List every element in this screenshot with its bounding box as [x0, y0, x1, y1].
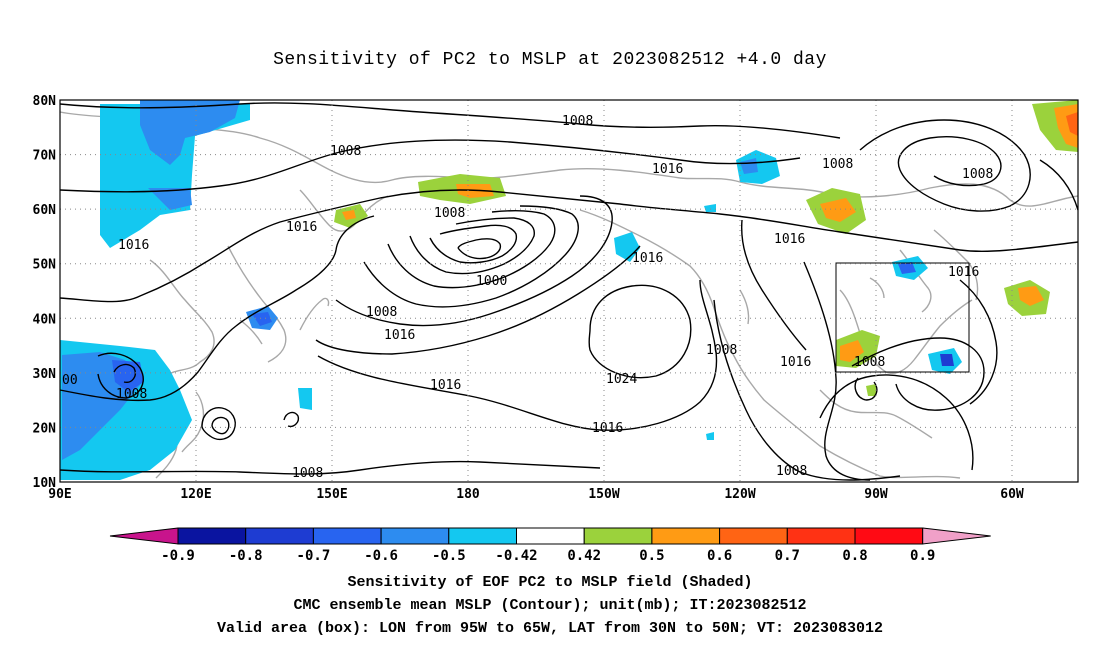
contour-label: 1016 — [632, 251, 663, 266]
contour-labels: 1008 1008 1016 1008 1016 1016 1016 1008 … — [62, 114, 993, 481]
colorbar-label: 0.6 — [707, 548, 732, 564]
shading-positive-region — [866, 384, 876, 396]
colorbar-label: 0.7 — [775, 548, 800, 564]
colorbar-label: 0.8 — [842, 548, 867, 564]
contour-label: 1016 — [118, 238, 149, 253]
contour-label: 1000 — [476, 274, 507, 289]
colorbar-label: -0.5 — [432, 548, 466, 564]
y-axis-labels: 80N 70N 60N 50N 40N 30N 20N 10N — [33, 94, 57, 491]
colorbar-label: 0.9 — [910, 548, 935, 564]
sensitivity-map: 1008 1008 1016 1008 1016 1016 1016 1008 … — [33, 94, 1079, 564]
x-tick-label: 90W — [864, 487, 888, 502]
colorbar-swatch — [448, 527, 517, 545]
shading-positive-region — [840, 340, 864, 362]
y-tick-label: 20N — [33, 421, 57, 436]
colorbar-swatch — [516, 527, 585, 545]
contour-label: 1008 — [854, 355, 885, 370]
shading-negative-region — [614, 232, 640, 262]
shading-positive-region — [456, 184, 494, 198]
mslp-contours — [59, 102, 1079, 481]
contour-label: 1008 — [562, 114, 593, 129]
contour-label: 1016 — [384, 328, 415, 343]
shading-positive-region — [820, 198, 856, 222]
contour-label: 1008 — [292, 466, 323, 481]
shading-negative-region — [736, 150, 780, 184]
colorbar-swatch — [245, 527, 314, 545]
colorbar-label: -0.42 — [495, 548, 537, 564]
x-tick-label: 150W — [588, 487, 619, 502]
gridlines — [60, 100, 1078, 482]
valid-area-box — [835, 262, 970, 373]
colorbar-swatch — [786, 527, 856, 545]
contour-label: 1016 — [774, 232, 805, 247]
colorbar-swatch — [854, 527, 924, 545]
contour-label: 1008 — [962, 167, 993, 182]
x-tick-label: 60W — [1000, 487, 1024, 502]
caption-contour: CMC ensemble mean MSLP (Contour); unit(m… — [293, 597, 807, 614]
contour-label: 00 — [62, 373, 78, 388]
colorbar-label: -0.9 — [161, 548, 195, 564]
caption-valid-area: Valid area (box): LON from 95W to 65W, L… — [216, 620, 884, 637]
colorbar-swatch — [312, 527, 382, 545]
x-tick-label: 120E — [180, 487, 211, 502]
colorbar-high-triangle — [922, 527, 991, 545]
contour-label: 1016 — [286, 220, 317, 235]
contour-label: 1016 — [430, 378, 461, 393]
contour-label: 1024 — [606, 372, 637, 387]
contour-label: 1008 — [434, 206, 465, 221]
x-tick-label: 120W — [724, 487, 755, 502]
y-tick-label: 10N — [33, 476, 57, 491]
contour-label: 1008 — [366, 305, 397, 320]
shading-negative-region — [148, 188, 192, 210]
map-frame — [59, 99, 1079, 483]
colorbar-swatch — [583, 527, 653, 545]
contour-label: 1008 — [330, 144, 361, 159]
y-tick-label: 30N — [33, 367, 57, 382]
shading-negative-region — [706, 432, 714, 440]
contour-label: 1008 — [776, 464, 807, 479]
shading-negative-region — [112, 360, 144, 392]
y-tick-label: 80N — [33, 94, 57, 109]
colorbar-swatch — [719, 527, 788, 545]
contour-label: 1016 — [948, 265, 979, 280]
colorbar-swatch — [177, 527, 247, 545]
caption-shading: Sensitivity of EOF PC2 to MSLP field (Sh… — [347, 574, 753, 591]
shading-negative-region — [100, 104, 250, 248]
colorbar-swatch — [380, 527, 450, 545]
shading-negative-region — [252, 312, 272, 326]
shading-negative-region — [140, 100, 240, 165]
contour-label: 1008 — [706, 343, 737, 358]
y-tick-label: 50N — [33, 258, 57, 273]
colorbar-label: -0.8 — [229, 548, 263, 564]
shading-negative-region — [704, 204, 716, 212]
contour-label: 1016 — [652, 162, 683, 177]
colorbar-low-triangle — [109, 527, 179, 545]
shading-positive-region — [1018, 286, 1044, 306]
y-tick-label: 60N — [33, 203, 57, 218]
shading-positive-region — [342, 210, 356, 220]
contour-label: 1016 — [592, 421, 623, 436]
x-tick-label: 150E — [316, 487, 347, 502]
contour-label: 1016 — [780, 355, 811, 370]
x-tick-label: 180 — [456, 487, 480, 502]
chart-title: Sensitivity of PC2 to MSLP at 2023082512… — [273, 50, 827, 70]
colorbar-label: 0.5 — [639, 548, 664, 564]
contour-label: 1008 — [822, 157, 853, 172]
shading-negative-region — [940, 354, 954, 366]
y-tick-label: 70N — [33, 149, 57, 164]
x-axis-labels: 90E 120E 150E 180 150W 120W 90W 60W — [48, 487, 1024, 502]
sensitivity-shading — [60, 100, 1078, 480]
colorbar-label: 0.42 — [567, 548, 601, 564]
colorbar-swatch — [651, 527, 721, 545]
shading-negative-region — [898, 262, 916, 274]
shading-positive-region — [1066, 112, 1078, 136]
contour-label: 1008 — [116, 387, 147, 402]
shading-negative-region — [298, 388, 312, 410]
colorbar-label: -0.7 — [297, 548, 331, 564]
y-tick-label: 40N — [33, 312, 57, 327]
x-tick-label: 90E — [48, 487, 71, 502]
shading-negative-region — [740, 158, 758, 174]
colorbar: -0.9 -0.8 -0.7 -0.6 -0.5 -0.42 0.42 0.5 0.6 0.7 0.… — [109, 527, 991, 564]
colorbar-label: -0.6 — [364, 548, 398, 564]
